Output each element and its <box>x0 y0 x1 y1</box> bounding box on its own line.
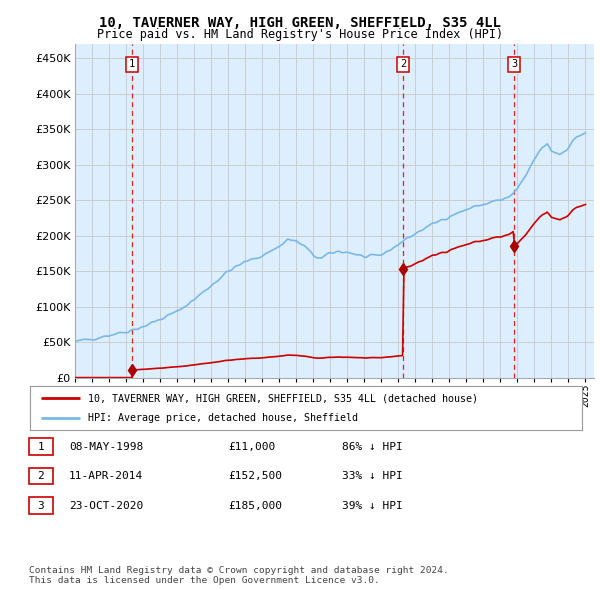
Text: 3: 3 <box>511 59 517 69</box>
Text: £11,000: £11,000 <box>228 442 275 451</box>
Text: £152,500: £152,500 <box>228 471 282 481</box>
Text: Price paid vs. HM Land Registry's House Price Index (HPI): Price paid vs. HM Land Registry's House … <box>97 28 503 41</box>
Text: 23-OCT-2020: 23-OCT-2020 <box>69 501 143 510</box>
Text: 08-MAY-1998: 08-MAY-1998 <box>69 442 143 451</box>
Text: HPI: Average price, detached house, Sheffield: HPI: Average price, detached house, Shef… <box>88 413 358 423</box>
Text: 86% ↓ HPI: 86% ↓ HPI <box>342 442 403 451</box>
Text: 1: 1 <box>37 442 44 451</box>
Text: £185,000: £185,000 <box>228 501 282 510</box>
Text: 1: 1 <box>129 59 136 69</box>
Text: Contains HM Land Registry data © Crown copyright and database right 2024.
This d: Contains HM Land Registry data © Crown c… <box>29 566 449 585</box>
Text: 39% ↓ HPI: 39% ↓ HPI <box>342 501 403 510</box>
Text: 2: 2 <box>37 471 44 481</box>
Text: 11-APR-2014: 11-APR-2014 <box>69 471 143 481</box>
Text: 10, TAVERNER WAY, HIGH GREEN, SHEFFIELD, S35 4LL (detached house): 10, TAVERNER WAY, HIGH GREEN, SHEFFIELD,… <box>88 393 478 403</box>
Text: 3: 3 <box>37 501 44 510</box>
Text: 2: 2 <box>400 59 406 69</box>
Text: 33% ↓ HPI: 33% ↓ HPI <box>342 471 403 481</box>
Text: 10, TAVERNER WAY, HIGH GREEN, SHEFFIELD, S35 4LL: 10, TAVERNER WAY, HIGH GREEN, SHEFFIELD,… <box>99 16 501 30</box>
